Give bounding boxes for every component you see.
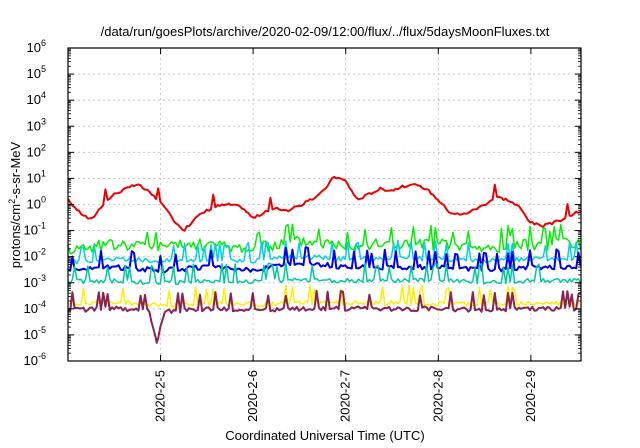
y-axis-title-main: protons/cm	[8, 204, 23, 268]
grid	[68, 48, 581, 361]
y-tick-label: 106	[27, 38, 46, 55]
y-tick-label: 10-2	[24, 247, 46, 264]
x-tick-label: 2020-2-7	[338, 370, 353, 422]
series-line-1	[67, 223, 582, 255]
y-tick-label: 100	[27, 195, 46, 212]
series-line-6	[68, 289, 582, 344]
y-tick-label: 104	[27, 90, 46, 107]
y-tick-label: 101	[27, 168, 46, 185]
y-axis-title-sup: 2	[7, 199, 17, 204]
x-tick-label: 2020-2-9	[523, 370, 538, 422]
y-tick-label: 102	[27, 142, 46, 159]
y-axis: 10-6 10-5 10-4 10-3 10-2 10-1 100 101 102 103 104 1…	[24, 38, 581, 368]
x-tick-label: 2020-2-5	[153, 370, 168, 422]
y-axis-title: protons/cm2-s-sr-MeV	[7, 141, 23, 268]
y-tick-label: 10-4	[24, 299, 46, 316]
y-tick-label: 103	[27, 116, 46, 133]
y-tick-label: 10-6	[24, 351, 46, 368]
x-axis-title: Coordinated Universal Time (UTC)	[225, 428, 424, 443]
series-line-4	[67, 262, 582, 286]
chart-title: /data/run/goesPlots/archive/2020-02-09/1…	[101, 24, 550, 39]
y-tick-label: 10-3	[24, 273, 46, 290]
y-tick-label: 10-1	[24, 221, 46, 238]
series-group	[67, 175, 582, 344]
x-tick-label: 2020-2-6	[245, 370, 260, 422]
x-tick-label: 2020-2-8	[430, 370, 445, 422]
series-line-0	[67, 175, 582, 232]
y-axis-title-rest: -s-sr-MeV	[8, 141, 23, 198]
y-tick-label: 105	[27, 64, 46, 81]
x-axis: 2020-2-5 2020-2-6 2020-2-7 2020-2-8 2020-2-9	[153, 48, 538, 422]
y-tick-label: 10-5	[24, 325, 46, 342]
